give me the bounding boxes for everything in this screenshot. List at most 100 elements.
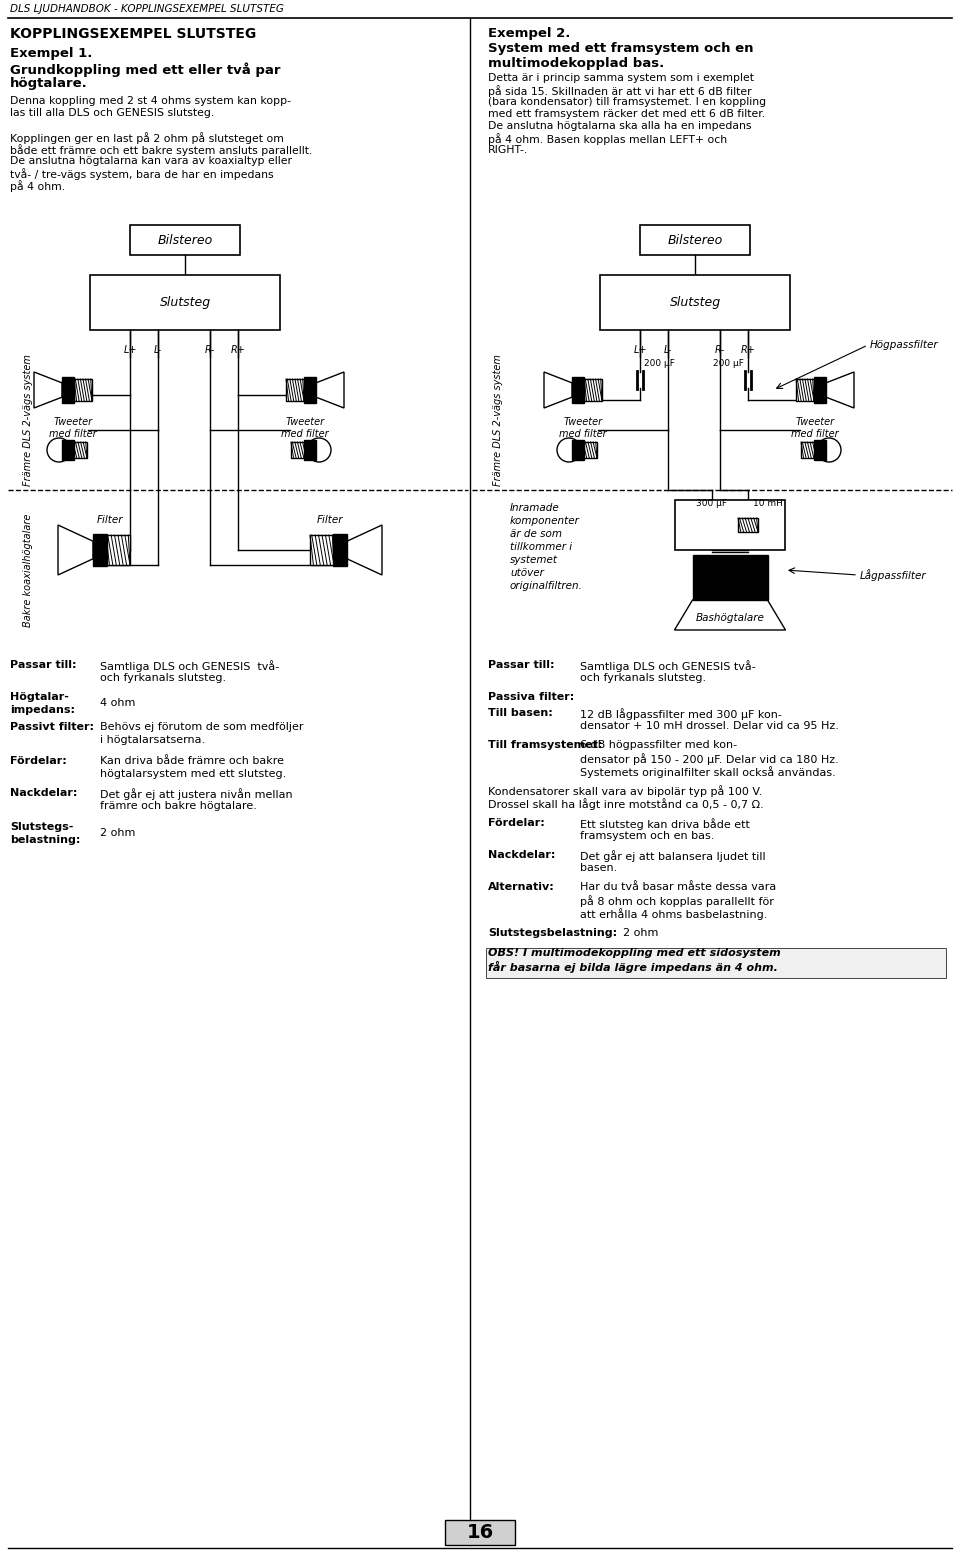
- Text: Kan driva både främre och bakre: Kan driva både främre och bakre: [100, 756, 284, 767]
- Circle shape: [47, 437, 71, 463]
- Text: på 8 ohm och kopplas parallellt för: på 8 ohm och kopplas parallellt för: [580, 895, 774, 906]
- Text: komponenter: komponenter: [510, 516, 580, 525]
- Text: utöver: utöver: [510, 568, 544, 579]
- Text: R+: R+: [230, 345, 246, 354]
- Text: Högpassfilter: Högpassfilter: [870, 340, 939, 350]
- Bar: [801, 442, 819, 458]
- Text: R-: R-: [204, 345, 215, 354]
- Text: Bilstereo: Bilstereo: [157, 234, 212, 246]
- Text: R+: R+: [740, 345, 756, 354]
- Text: L-: L-: [154, 345, 162, 354]
- Text: med ett framsystem räcker det med ett 6 dB filter.: med ett framsystem räcker det med ett 6 …: [488, 110, 765, 119]
- Text: impedans:: impedans:: [10, 706, 75, 715]
- Bar: [738, 517, 758, 532]
- Text: Till basen:: Till basen:: [488, 709, 553, 718]
- Text: Det går ej att balansera ljudet till: Det går ej att balansera ljudet till: [580, 850, 766, 862]
- Polygon shape: [675, 601, 785, 630]
- Text: Slutstegs-: Slutstegs-: [10, 822, 73, 833]
- Text: Nackdelar:: Nackdelar:: [10, 789, 78, 798]
- Text: Högtalar-: Högtalar-: [10, 691, 69, 702]
- Text: 300 µF: 300 µF: [697, 499, 728, 508]
- Text: och fyrkanals slutsteg.: och fyrkanals slutsteg.: [580, 673, 707, 684]
- Text: RIGHT-.: RIGHT-.: [488, 144, 528, 155]
- Text: System med ett framsystem och en: System med ett framsystem och en: [488, 42, 754, 55]
- Text: att erhålla 4 ohms basbelastning.: att erhålla 4 ohms basbelastning.: [580, 908, 767, 920]
- Text: högtalare.: högtalare.: [10, 77, 87, 89]
- Text: densator + 10 mH drossel. Delar vid ca 95 Hz.: densator + 10 mH drossel. Delar vid ca 9…: [580, 721, 839, 731]
- Polygon shape: [544, 372, 572, 408]
- Text: främre och bakre högtalare.: främre och bakre högtalare.: [100, 801, 257, 811]
- Text: Kopplingen ger en last på 2 ohm på slutsteget om: Kopplingen ger en last på 2 ohm på sluts…: [10, 132, 284, 144]
- Bar: [796, 379, 814, 401]
- Text: densator på 150 - 200 µF. Delar vid ca 180 Hz.: densator på 150 - 200 µF. Delar vid ca 1…: [580, 753, 839, 765]
- Text: Exempel 1.: Exempel 1.: [10, 47, 92, 60]
- Bar: [572, 376, 584, 403]
- Text: systemet: systemet: [510, 555, 558, 564]
- Text: 2 ohm: 2 ohm: [100, 828, 135, 837]
- Text: Tweeter
med filter: Tweeter med filter: [791, 417, 839, 439]
- Text: Bashögtalare: Bashögtalare: [696, 613, 764, 622]
- Text: Exempel 2.: Exempel 2.: [488, 27, 570, 41]
- Text: belastning:: belastning:: [10, 836, 81, 845]
- Text: Drossel skall ha lågt inre motstånd ca 0,5 - 0,7 Ω.: Drossel skall ha lågt inre motstånd ca 0…: [488, 798, 764, 811]
- Text: Främre DLS 2-vägs system: Främre DLS 2-vägs system: [493, 354, 503, 486]
- Text: Till framsystemet:: Till framsystemet:: [488, 740, 602, 750]
- Polygon shape: [826, 372, 854, 408]
- Text: Systemets originalfilter skall också användas.: Systemets originalfilter skall också anv…: [580, 767, 836, 778]
- Text: högtalarsystem med ett slutsteg.: högtalarsystem med ett slutsteg.: [100, 768, 286, 779]
- Text: tillkommer i: tillkommer i: [510, 543, 572, 552]
- Text: Alternativ:: Alternativ:: [488, 883, 555, 892]
- Bar: [572, 441, 584, 459]
- Text: får basarna ej bilda lägre impedans än 4 ohm.: får basarna ej bilda lägre impedans än 4…: [488, 961, 778, 974]
- Text: Passar till:: Passar till:: [10, 660, 77, 670]
- Text: L-: L-: [664, 345, 672, 354]
- Text: Det går ej att justera nivån mellan: Det går ej att justera nivån mellan: [100, 789, 293, 800]
- Text: Främre DLS 2-vägs system: Främre DLS 2-vägs system: [23, 354, 33, 486]
- Text: 4 ohm: 4 ohm: [100, 698, 135, 709]
- Text: L+: L+: [123, 345, 136, 354]
- Text: Passiva filter:: Passiva filter:: [488, 691, 574, 702]
- Text: Slutstegsbelastning:: Slutstegsbelastning:: [488, 928, 617, 938]
- Circle shape: [557, 437, 581, 463]
- Text: och fyrkanals slutsteg.: och fyrkanals slutsteg.: [100, 673, 227, 684]
- Text: Detta är i princip samma system som i exemplet: Detta är i princip samma system som i ex…: [488, 74, 754, 83]
- Polygon shape: [58, 525, 93, 575]
- Text: 10 mH: 10 mH: [753, 499, 782, 508]
- Text: 12 dB lågpassfilter med 300 µF kon-: 12 dB lågpassfilter med 300 µF kon-: [580, 709, 781, 720]
- Text: basen.: basen.: [580, 862, 617, 873]
- Text: Fördelar:: Fördelar:: [488, 818, 544, 828]
- Text: Tweeter
med filter: Tweeter med filter: [281, 417, 329, 439]
- Polygon shape: [34, 372, 62, 408]
- Text: L+: L+: [634, 345, 647, 354]
- Text: på 4 ohm. Basen kopplas mellan LEFT+ och: på 4 ohm. Basen kopplas mellan LEFT+ och: [488, 133, 727, 144]
- Text: Passar till:: Passar till:: [488, 660, 555, 670]
- Bar: [445, 1519, 515, 1544]
- Text: Grundkoppling med ett eller två par: Grundkoppling med ett eller två par: [10, 63, 280, 77]
- Bar: [333, 535, 347, 566]
- Text: två- / tre-vägs system, bara de har en impedans: två- / tre-vägs system, bara de har en i…: [10, 168, 274, 180]
- Bar: [579, 442, 597, 458]
- Text: De anslutna högtalarna kan vara av koaxialtyp eller: De anslutna högtalarna kan vara av koaxi…: [10, 155, 292, 166]
- Text: Slutsteg: Slutsteg: [159, 296, 210, 309]
- Bar: [692, 555, 767, 601]
- Text: 16: 16: [467, 1523, 493, 1541]
- Bar: [814, 376, 826, 403]
- Text: De anslutna högtalarna ska alla ha en impedans: De anslutna högtalarna ska alla ha en im…: [488, 121, 752, 132]
- Text: både ett främre och ett bakre system ansluts parallellt.: både ett främre och ett bakre system ans…: [10, 144, 312, 155]
- Bar: [69, 442, 87, 458]
- Text: 6 dB högpassfilter med kon-: 6 dB högpassfilter med kon-: [580, 740, 737, 750]
- Bar: [600, 274, 790, 329]
- Bar: [584, 379, 602, 401]
- Circle shape: [307, 437, 331, 463]
- Text: DLS LJUDHANDBOK - KOPPLINGSEXEMPEL SLUTSTEG: DLS LJUDHANDBOK - KOPPLINGSEXEMPEL SLUTS…: [10, 5, 284, 14]
- Text: Filter: Filter: [97, 514, 123, 525]
- Text: Tweeter
med filter: Tweeter med filter: [49, 417, 97, 439]
- Polygon shape: [316, 372, 344, 408]
- Bar: [814, 441, 826, 459]
- Text: R-: R-: [715, 345, 725, 354]
- Bar: [62, 441, 74, 459]
- Text: Slutsteg: Slutsteg: [669, 296, 721, 309]
- Text: Passivt filter:: Passivt filter:: [10, 721, 94, 732]
- Text: 2 ohm: 2 ohm: [623, 928, 659, 938]
- Text: Samtliga DLS och GENESIS två-: Samtliga DLS och GENESIS två-: [580, 660, 756, 673]
